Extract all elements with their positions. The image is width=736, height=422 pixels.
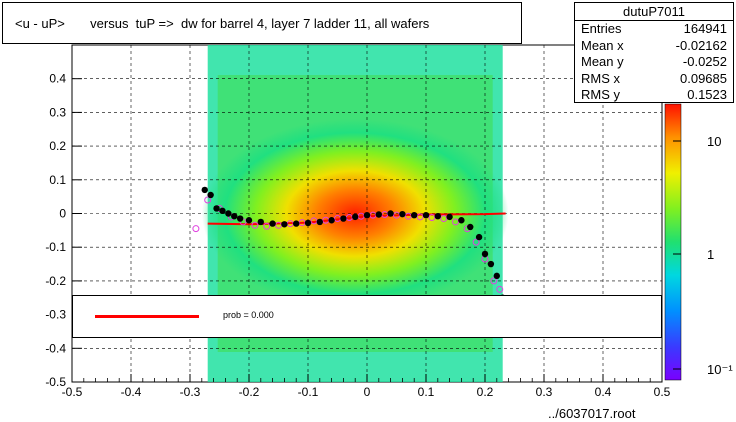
- colorbar: [664, 103, 682, 381]
- profile-point: [269, 220, 276, 227]
- y-tick-label: -0.2: [45, 274, 66, 288]
- stats-label: Mean y: [581, 54, 624, 69]
- profile-point: [446, 213, 453, 221]
- stats-value: 0.1523: [687, 87, 727, 102]
- stats-label: RMS x: [581, 70, 620, 86]
- profile-point-open: [490, 277, 498, 285]
- profile-point: [340, 215, 347, 222]
- profile-point: [458, 217, 465, 224]
- profile-point: [304, 219, 312, 227]
- x-tick-label: -0.2: [239, 385, 260, 399]
- stats-label: RMS y: [581, 87, 620, 102]
- profile-point-open: [472, 238, 480, 246]
- x-tick-label: 0.5: [654, 385, 671, 399]
- profile-point: [422, 211, 430, 219]
- y-tick-label: 0.4: [49, 72, 66, 86]
- y-tick-label: 0: [59, 207, 66, 221]
- y-tick-label: -0.4: [45, 341, 66, 355]
- stats-name: dutuP7011: [575, 3, 733, 21]
- profile-point: [375, 211, 382, 218]
- profile-point: [487, 260, 495, 268]
- profile-point: [213, 205, 220, 212]
- profile-point: [293, 220, 300, 227]
- y-tick-label: 0.2: [49, 139, 66, 153]
- stats-row-mean-x: Mean x -0.02162: [575, 38, 733, 55]
- axes-layer: -0.5 -0.4 -0.3 -0.2 -0.1 0 0.1 0.2 0.3 0.4 0.5 -0.5…: [45, 72, 670, 399]
- profile-point: [352, 213, 359, 221]
- profile-points-layer: [192, 186, 506, 301]
- profile-point-open: [440, 215, 448, 223]
- colorbar-ticks: 10 1 10⁻¹: [673, 134, 733, 377]
- profile-point-open: [263, 222, 271, 230]
- profile-point: [363, 211, 371, 219]
- y-tick-label: -0.1: [45, 240, 66, 254]
- stats-box: dutuP7011 Entries 164941 Mean x -0.02162 M…: [574, 2, 734, 103]
- y-tick-label: 0.3: [49, 105, 66, 119]
- x-tick-label: -0.1: [298, 385, 319, 399]
- profile-point-open: [452, 218, 459, 226]
- profile-point-open: [251, 221, 259, 229]
- profile-point: [236, 215, 244, 222]
- stats-value: -0.02162: [675, 37, 727, 53]
- y-tick-label: -0.5: [45, 375, 66, 389]
- profile-point: [493, 272, 500, 280]
- x-tick-label: 0.1: [418, 385, 435, 399]
- profile-point: [219, 207, 226, 215]
- profile-point: [257, 218, 264, 226]
- profile-point: [207, 191, 214, 199]
- stats-label: Mean x: [581, 37, 624, 53]
- colorbar-tick-label: 10: [707, 134, 721, 149]
- x-tick-label: -0.4: [121, 385, 142, 399]
- profile-point-open: [416, 213, 424, 221]
- colorbar-tick-label: 1: [707, 247, 714, 262]
- legend-box: prob = 0.000: [72, 295, 662, 338]
- stats-row-rms-y: RMS y 0.1523: [575, 87, 733, 104]
- profile-point: [225, 210, 232, 217]
- legend-line: [95, 315, 199, 318]
- profile-point: [245, 217, 253, 224]
- stats-value: 164941: [683, 21, 727, 36]
- profile-point: [231, 212, 238, 220]
- legend-entry: prob = 0.000: [223, 310, 274, 320]
- stats-row-mean-y: Mean y -0.0252: [575, 54, 733, 71]
- profile-point-open: [192, 225, 200, 233]
- stats-row-entries: Entries 164941: [575, 21, 733, 38]
- profile-point: [475, 233, 483, 241]
- x-tick-label: 0.2: [477, 385, 494, 399]
- profile-point: [467, 223, 474, 231]
- colorbar-tick-label: 10⁻¹: [707, 362, 733, 377]
- x-tick-label: -0.3: [180, 385, 201, 399]
- stats-row-rms-x: RMS x 0.09685: [575, 71, 733, 88]
- stats-value: -0.0252: [682, 54, 727, 69]
- x-tick-label: 0.4: [595, 385, 612, 399]
- profile-point: [411, 211, 418, 219]
- profile-point: [399, 210, 406, 218]
- profile-point: [316, 218, 323, 226]
- x-tick-label: 0: [364, 385, 371, 399]
- file-name: ../6037017.root: [548, 406, 636, 421]
- profile-point: [387, 210, 394, 217]
- profile-point-open: [204, 196, 212, 204]
- profile-point: [201, 186, 208, 194]
- stats-label: Entries: [581, 21, 622, 36]
- profile-point: [481, 250, 489, 258]
- y-tick-label: 0.1: [49, 173, 66, 187]
- stats-value: 0.09685: [680, 70, 727, 86]
- x-tick-label: -0.5: [62, 385, 83, 399]
- profile-point: [434, 212, 441, 220]
- profile-point: [328, 217, 335, 224]
- x-tick-label: 0.3: [536, 385, 553, 399]
- profile-point: [281, 221, 288, 228]
- profile-point-open: [496, 285, 504, 293]
- chart-title: <u - uP> versus tuP => dw for barrel 4, …: [2, 2, 522, 44]
- y-tick-label: -0.3: [45, 308, 66, 322]
